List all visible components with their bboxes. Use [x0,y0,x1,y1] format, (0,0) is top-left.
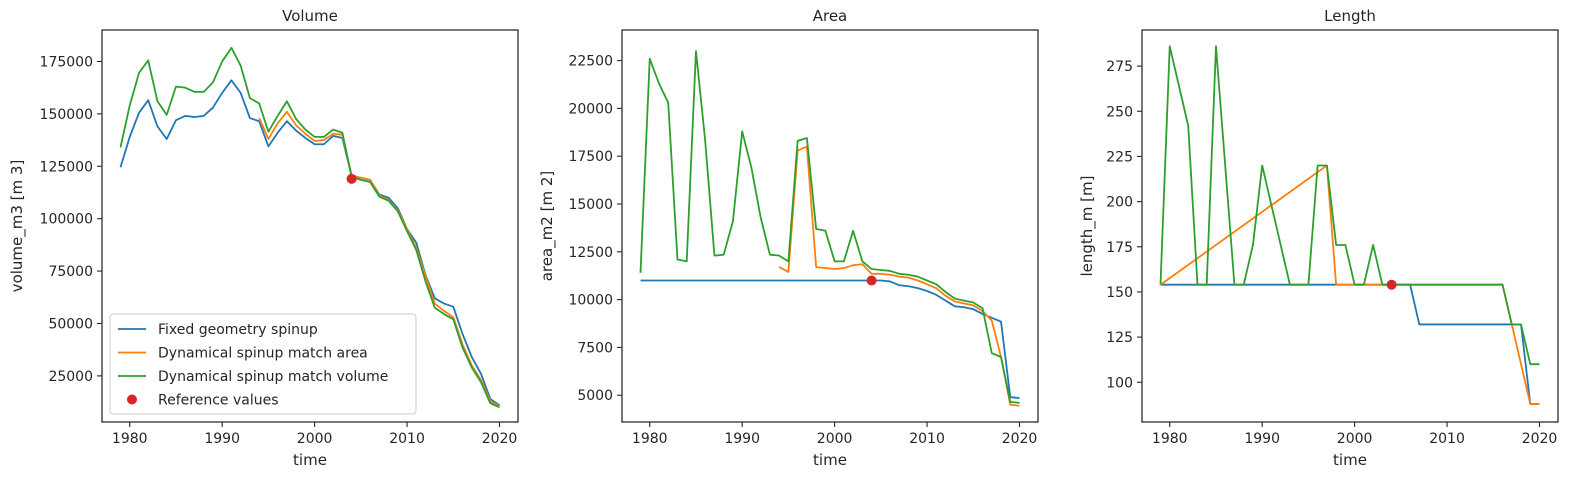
length-x-axis-label: time [1333,451,1367,469]
length-y-tick-label-100: 100 [1106,375,1133,391]
area-y-tick-label-17500: 17500 [568,149,613,165]
volume-reference-point [346,173,357,184]
area-panel: 1980 1990 2000 2010 2020 5000 7500 10000 12500 15… [538,7,1039,469]
length-y-tick-label-275: 275 [1106,59,1133,75]
volume-x-tick-label-2010: 2010 [389,431,425,447]
volume-title: Volume [282,7,338,25]
length-y-tick-label-150: 150 [1106,285,1133,301]
volume-y-tick-label-50000: 50000 [48,316,93,332]
area-y-tick-label-5000: 5000 [577,388,613,404]
legend-box [109,313,417,415]
length-x-tick-label-1980: 1980 [1152,431,1188,447]
area-y-tick-label-15000: 15000 [568,197,613,213]
legend: Fixed geometry spinup Dynamical spinup ma… [109,313,417,415]
area-y-tick-label-10000: 10000 [568,293,613,309]
area-y-tick-label-7500: 7500 [577,340,613,356]
length-y-tick-label-250: 250 [1106,104,1133,120]
volume-x-tick-label-1990: 1990 [204,431,240,447]
length-title: Length [1324,7,1376,25]
area-y-axis-label: area_m2 [m 2] [538,171,557,282]
volume-x-axis-label: time [293,451,327,469]
area-x-tick-label-2020: 2020 [1002,431,1038,447]
length-x-tick-label-2020: 2020 [1522,431,1558,447]
length-series-dynamical-spinup-match-volume-line [1159,45,1540,366]
length-y-axis-label: length_m [m] [1078,175,1097,276]
volume-series-dynamical-spinup-match-volume-line [119,46,500,409]
area-x-tick-label-1990: 1990 [724,431,760,447]
area-x-tick-label-1980: 1980 [632,431,668,447]
volume-y-tick-label-125000: 125000 [40,159,93,175]
volume-y-tick-label-150000: 150000 [40,107,93,123]
volume-y-axis-label: volume_m3 [m 3] [8,160,27,293]
area-x-axis-label: time [813,451,847,469]
volume-x-tick-label-2000: 2000 [297,431,333,447]
volume-y-tick-label-100000: 100000 [40,212,93,228]
volume-x-tick-label-1980: 1980 [112,431,148,447]
volume-x-tick-label-2020: 2020 [482,431,518,447]
length-y-tick-label-200: 200 [1106,195,1133,211]
volume-axes-frame [101,29,519,423]
length-y-tick-label-175: 175 [1106,240,1133,256]
length-plot-area [1159,45,1540,405]
length-series-fixed-geometry-spinup-line [1160,283,1540,405]
area-y-tick-label-12500: 12500 [568,245,613,261]
area-title: Area [813,7,848,25]
volume-panel: 1980 1990 2000 2010 2020 25000 50000 75000 10000… [8,7,519,469]
area-axes-frame [621,29,1039,423]
area-series-dynamical-spinup-match-volume-line [639,50,1020,404]
length-axes-frame [1141,29,1559,423]
area-reference-point [866,275,877,286]
legend-label-fixed-geometry-spinup: Fixed geometry spinup [158,322,318,338]
legend-label-dynamical-spinup-match-area: Dynamical spinup match area [158,346,368,362]
legend-marker-reference-values [127,394,137,405]
length-x-tick-label-2000: 2000 [1337,431,1373,447]
area-x-tick-label-2000: 2000 [817,431,853,447]
length-y-tick-label-125: 125 [1106,330,1133,346]
length-panel: 1980 1990 2000 2010 2020 100 125 150 175 200 225 25… [1078,7,1559,469]
area-plot-area [639,50,1020,407]
volume-y-tick-label-175000: 175000 [40,54,93,70]
legend-label-reference-values: Reference values [158,393,278,409]
area-x-tick-label-2010: 2010 [909,431,945,447]
volume-y-tick-label-25000: 25000 [48,369,93,385]
area-y-tick-label-22500: 22500 [568,54,613,70]
length-x-tick-label-1990: 1990 [1244,431,1280,447]
volume-plot-area [119,46,501,409]
legend-label-dynamical-spinup-match-volume: Dynamical spinup match volume [158,369,388,385]
length-y-tick-label-225: 225 [1106,149,1133,165]
area-series-fixed-geometry-spinup-line [640,279,1020,399]
area-series-dynamical-spinup-match-area-line [778,145,1020,407]
length-x-tick-label-2010: 2010 [1429,431,1465,447]
volume-series-fixed-geometry-spinup-line [119,79,501,406]
length-reference-point [1386,279,1397,290]
area-y-tick-label-20000: 20000 [568,101,613,117]
volume-y-tick-label-75000: 75000 [48,264,93,280]
